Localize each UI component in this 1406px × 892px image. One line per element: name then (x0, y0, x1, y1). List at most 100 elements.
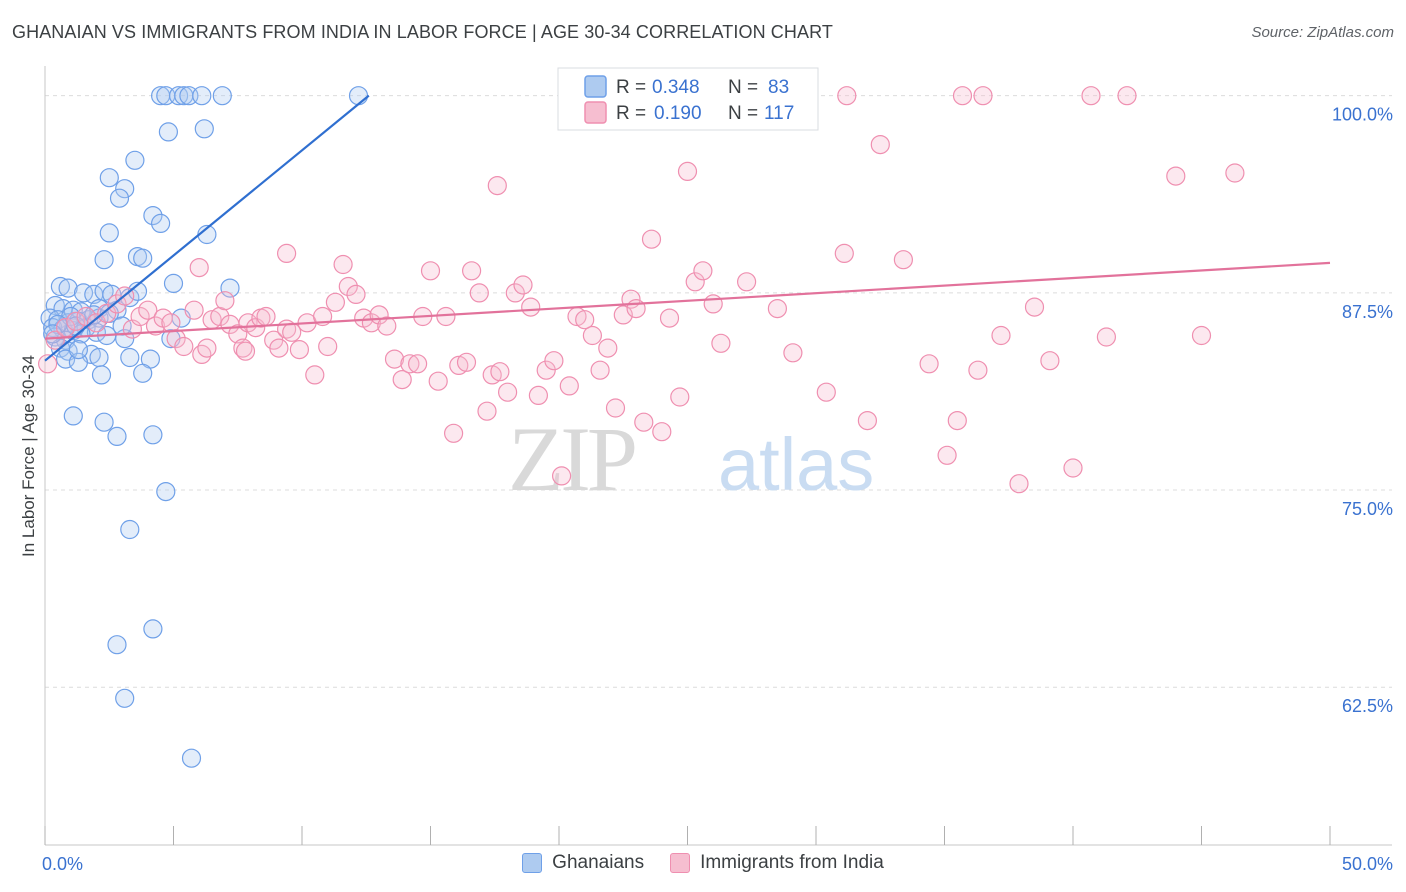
immigrants-from-india-point-17 (184, 300, 204, 320)
ghanaians-point-68 (143, 425, 163, 445)
immigrants-from-india-point-15 (166, 329, 186, 349)
legend-swatch-blue (584, 75, 607, 98)
ghanaians-point-74 (181, 748, 202, 768)
immigrants-from-india-point-106 (1024, 297, 1045, 317)
immigrants-from-india-point-60 (469, 283, 489, 303)
ghanaians-point-7 (348, 86, 369, 106)
immigrants-from-india-point-92 (736, 272, 757, 292)
immigrants-from-india-point-105 (1009, 474, 1029, 494)
legend-r-value-2: 0.190 (654, 103, 702, 124)
immigrants-from-india-point-4 (76, 306, 96, 327)
immigrants-from-india-point-49 (392, 370, 412, 390)
watermark: ZIP atlas (508, 408, 874, 510)
immigrants-from-india-point-120 (952, 86, 973, 106)
watermark-atlas: atlas (718, 423, 874, 506)
immigrants-from-india-point-77 (598, 338, 618, 358)
ghanaians-point-58 (89, 347, 109, 368)
immigrants-from-india-point-58 (456, 352, 477, 372)
ghanaians-point-71 (143, 619, 163, 639)
immigrants-from-india-point-123 (1117, 86, 1137, 106)
immigrants-from-india-point-85 (659, 308, 680, 328)
ghanaians-point-73 (115, 688, 135, 708)
immigrants-from-india-point-95 (816, 382, 836, 402)
y-tick-label-3: 62.5% (1342, 696, 1393, 716)
immigrants-from-india-point-48 (384, 349, 405, 369)
immigrants-from-india-point-3 (66, 311, 86, 331)
ghanaians-point-75 (68, 340, 89, 360)
legend-item-immigrants-from-india[interactable]: Immigrants from India (670, 852, 884, 874)
legend-label-ghanaians: Ghanaians (552, 852, 645, 873)
y-tick-label-2: 75.0% (1342, 499, 1393, 519)
ghanaians-point-22 (220, 278, 240, 298)
immigrants-from-india-point-20 (197, 338, 217, 358)
ghanaians-point-21 (163, 273, 184, 293)
ghanaians-point-5 (192, 86, 212, 106)
immigrants-from-india-point-108 (1063, 458, 1083, 478)
ghanaians-point-24 (58, 278, 78, 298)
immigrants-from-india-point-76 (590, 360, 610, 380)
immigrants-from-india-point-114 (277, 243, 297, 263)
immigrants-from-india-point-68 (528, 385, 549, 405)
immigrants-from-india-point-74 (575, 310, 595, 330)
ghanaians-point-72 (107, 635, 127, 655)
ghanaians-point-70 (120, 519, 140, 540)
immigrants-from-india-point-71 (551, 466, 572, 486)
legend-swatch-immigrants-from-india (670, 853, 691, 873)
watermark-zip: ZIP (508, 408, 635, 510)
immigrants-from-india-point-39 (318, 336, 338, 357)
immigrants-from-india-point-86 (670, 387, 690, 407)
trend-lines (44, 94, 1331, 362)
immigrants-from-india-point-62 (482, 365, 502, 385)
immigrants-from-india-point-65 (505, 283, 525, 303)
immigrants-from-india-point-26 (233, 338, 253, 358)
axes (44, 66, 1392, 846)
ghanaians-point-6 (212, 86, 232, 106)
immigrants-from-india-point-111 (1191, 325, 1212, 346)
trend-line-immigrants-from-india (44, 261, 1331, 340)
immigrants-from-india-point-96 (834, 243, 854, 263)
immigrants-from-india-point-61 (477, 401, 497, 421)
legend-item-ghanaians[interactable]: Ghanaians (522, 852, 644, 874)
legend-swatch-pink (584, 101, 607, 124)
immigrants-from-india-point-84 (652, 422, 672, 442)
legend-n-label-1: N = (728, 77, 758, 98)
legend-n-value-2: 117 (764, 103, 794, 124)
source-label: Source: ZipAtlas.com (1251, 24, 1394, 41)
series-legend: Ghanaians Immigrants from India (0, 852, 1406, 874)
grid-lines (45, 95, 1392, 688)
immigrants-from-india-point-34 (282, 322, 302, 342)
immigrants-from-india-point-103 (968, 360, 988, 380)
immigrants-from-india-point-97 (857, 411, 878, 431)
immigrants-from-india-point-112 (1225, 163, 1245, 183)
ghanaians-point-15 (151, 213, 171, 233)
immigrants-from-india-point-83 (641, 229, 662, 249)
legend-r-label-2: R = (616, 103, 646, 124)
immigrants-from-india-point-30 (256, 306, 276, 327)
immigrants-from-india-point-59 (462, 261, 482, 281)
ghanaians-point-23 (50, 276, 71, 297)
ghanaians-point-67 (107, 426, 127, 446)
ghanaians-point-12 (115, 179, 135, 199)
legend-label-immigrants-from-india: Immigrants from India (700, 852, 884, 873)
ghanaians-point-69 (156, 482, 176, 502)
immigrants-from-india-point-94 (783, 343, 803, 363)
immigrants-from-india-point-100 (919, 354, 939, 374)
ghanaians-point-20 (94, 250, 114, 270)
immigrants-from-india-point-81 (626, 299, 646, 319)
x-tick-label-1: 50.0% (1342, 854, 1393, 874)
immigrants-from-india-point-42 (338, 276, 358, 297)
immigrants-from-india-point-82 (634, 412, 654, 432)
immigrants-from-india-point-47 (377, 316, 397, 336)
ghanaians-point-63 (91, 365, 112, 385)
ghanaians-point-16 (99, 223, 119, 243)
x-tick-label-0: 0.0% (42, 854, 83, 874)
immigrants-from-india-point-1 (45, 330, 65, 350)
ghanaians-point-10 (125, 150, 145, 170)
ghanaians-point-14 (143, 206, 163, 226)
stats-legend: R = 0.348 N = 83 R = 0.190 N = 117 (557, 67, 819, 131)
y-tick-labels: 100.0% 87.5% 75.0% 62.5% (1332, 105, 1393, 717)
immigrants-from-india-point-75 (582, 325, 603, 346)
series-ghanaians (40, 86, 369, 768)
immigrants-from-india-point-41 (333, 254, 353, 275)
ghanaians-point-19 (133, 248, 153, 268)
